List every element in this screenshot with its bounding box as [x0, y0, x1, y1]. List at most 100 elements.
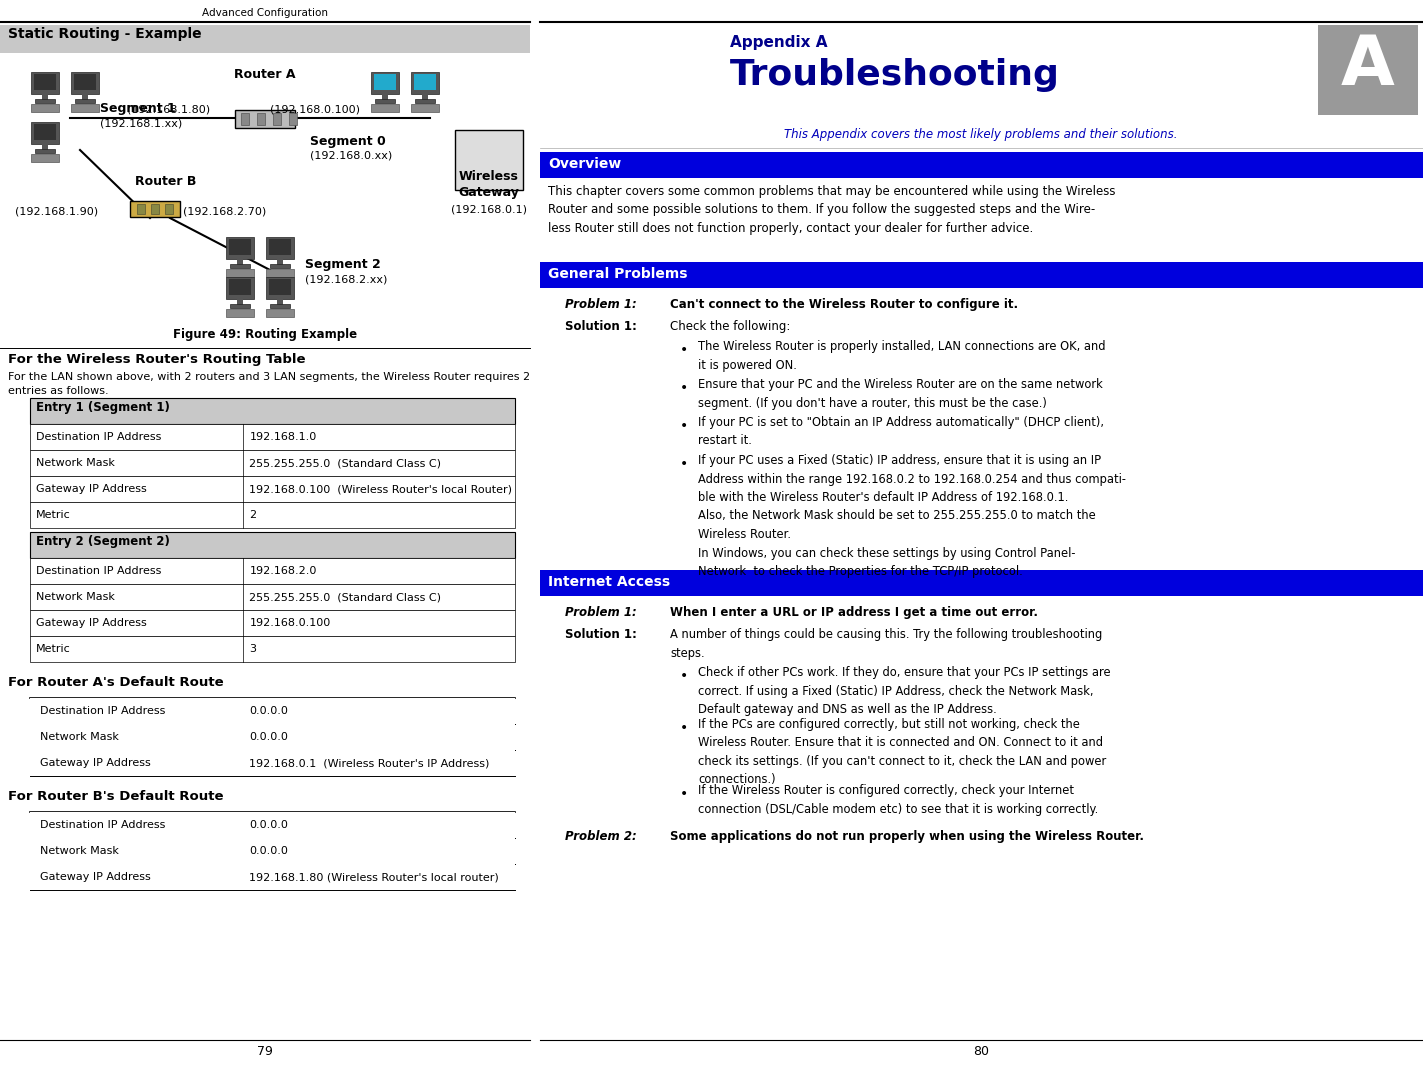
Text: A: A: [1340, 32, 1395, 100]
Bar: [269, 279, 290, 295]
Text: Solution 1:: Solution 1:: [565, 628, 638, 641]
Bar: [411, 104, 440, 112]
Text: 0.0.0.0: 0.0.0.0: [249, 706, 289, 716]
Text: If the PCs are configured correctly, but still not working, check the
Wireless R: If the PCs are configured correctly, but…: [699, 718, 1106, 786]
Text: Gateway IP Address: Gateway IP Address: [40, 758, 151, 768]
Text: Gateway IP Address: Gateway IP Address: [36, 618, 147, 628]
Bar: [31, 154, 58, 162]
Bar: [30, 450, 515, 476]
Text: 0.0.0.0: 0.0.0.0: [249, 820, 289, 830]
Text: 192.168.1.0: 192.168.1.0: [249, 432, 317, 442]
Text: 79: 79: [258, 1045, 273, 1058]
Text: •: •: [680, 381, 689, 395]
Text: Router B: Router B: [135, 175, 196, 188]
Text: Destination IP Address: Destination IP Address: [36, 432, 161, 442]
Text: Static Routing - Example: Static Routing - Example: [9, 27, 202, 41]
Text: This chapter covers some common problems that may be encountered while using the: This chapter covers some common problems…: [548, 185, 1116, 235]
Text: (192.168.0.xx): (192.168.0.xx): [310, 151, 393, 160]
Bar: [137, 204, 145, 214]
Bar: [273, 113, 280, 125]
Bar: [455, 129, 524, 190]
Text: Network Mask: Network Mask: [36, 592, 115, 602]
Bar: [266, 236, 295, 259]
Bar: [371, 72, 398, 94]
Bar: [266, 269, 295, 277]
Text: Segment 0: Segment 0: [310, 135, 386, 148]
Bar: [229, 279, 250, 295]
Text: (192.168.1.xx): (192.168.1.xx): [100, 118, 182, 128]
Text: •: •: [680, 788, 689, 801]
Text: 192.168.2.0: 192.168.2.0: [249, 566, 317, 576]
Bar: [0, 25, 529, 54]
Bar: [36, 100, 55, 103]
Bar: [226, 269, 253, 277]
Bar: [30, 750, 515, 776]
Bar: [151, 204, 159, 214]
Bar: [83, 94, 88, 100]
Text: For the LAN shown above, with 2 routers and 3 LAN segments, the Wireless Router : For the LAN shown above, with 2 routers …: [9, 372, 531, 396]
Bar: [34, 74, 55, 90]
Bar: [277, 299, 283, 305]
Bar: [269, 239, 290, 255]
Bar: [30, 636, 515, 662]
Text: Some applications do not run properly when using the Wireless Router.: Some applications do not run properly wh…: [670, 830, 1144, 843]
Text: Gateway IP Address: Gateway IP Address: [36, 484, 147, 494]
Text: If your PC is set to "Obtain an IP Address automatically" (DHCP client),
restart: If your PC is set to "Obtain an IP Addre…: [699, 416, 1104, 447]
Bar: [258, 113, 265, 125]
Text: Entry 2 (Segment 2): Entry 2 (Segment 2): [36, 535, 169, 548]
Text: •: •: [680, 419, 689, 433]
Bar: [270, 304, 290, 308]
Bar: [374, 74, 396, 90]
Text: Segment 2: Segment 2: [305, 258, 381, 271]
Bar: [30, 838, 515, 863]
Bar: [238, 299, 243, 305]
Text: 192.168.0.100: 192.168.0.100: [249, 618, 330, 628]
Text: Figure 49: Routing Example: Figure 49: Routing Example: [174, 328, 357, 341]
Text: Check if other PCs work. If they do, ensure that your PCs IP settings are
correc: Check if other PCs work. If they do, ens…: [699, 666, 1110, 716]
Bar: [31, 72, 58, 94]
Bar: [34, 124, 55, 140]
Bar: [289, 113, 297, 125]
Text: 3: 3: [249, 644, 256, 654]
Text: (192.168.1.90): (192.168.1.90): [16, 207, 98, 217]
Text: 0.0.0.0: 0.0.0.0: [249, 846, 289, 856]
Bar: [414, 74, 435, 90]
Text: •: •: [680, 343, 689, 357]
Text: Network Mask: Network Mask: [36, 458, 115, 468]
Text: If your PC uses a Fixed (Static) IP address, ensure that it is using an IP
Addre: If your PC uses a Fixed (Static) IP addr…: [699, 454, 1126, 578]
Text: Appendix A: Appendix A: [730, 35, 828, 50]
Text: 192.168.1.80 (Wireless Router's local router): 192.168.1.80 (Wireless Router's local ro…: [249, 872, 499, 882]
Text: (192.168.1.80): (192.168.1.80): [127, 105, 211, 114]
Bar: [240, 113, 249, 125]
Text: 255.255.255.0  (Standard Class C): 255.255.255.0 (Standard Class C): [249, 458, 441, 468]
Text: Can't connect to the Wireless Router to configure it.: Can't connect to the Wireless Router to …: [670, 299, 1017, 311]
Bar: [266, 277, 295, 299]
Bar: [376, 100, 396, 103]
Bar: [71, 72, 100, 94]
Text: 255.255.255.0  (Standard Class C): 255.255.255.0 (Standard Class C): [249, 592, 441, 602]
Text: Problem 2:: Problem 2:: [565, 830, 636, 843]
Text: Destination IP Address: Destination IP Address: [40, 820, 165, 830]
Text: Problem 1:: Problem 1:: [565, 606, 636, 620]
Bar: [235, 110, 295, 128]
Text: Destination IP Address: Destination IP Address: [36, 566, 161, 576]
Text: Gateway IP Address: Gateway IP Address: [40, 872, 151, 882]
Bar: [75, 100, 95, 103]
Bar: [411, 72, 440, 94]
Text: For Router A's Default Route: For Router A's Default Route: [9, 676, 223, 689]
Bar: [229, 239, 250, 255]
Bar: [30, 724, 515, 750]
Bar: [31, 104, 58, 112]
Bar: [539, 570, 1423, 596]
Text: 2: 2: [249, 510, 256, 520]
Bar: [423, 94, 428, 100]
Bar: [30, 476, 515, 502]
Bar: [30, 502, 515, 528]
Text: Network Mask: Network Mask: [40, 732, 120, 742]
Text: Overview: Overview: [548, 157, 622, 171]
Bar: [36, 149, 55, 153]
Text: Problem 1:: Problem 1:: [565, 299, 636, 311]
Bar: [266, 309, 295, 317]
Text: Troubleshooting: Troubleshooting: [730, 58, 1060, 92]
Bar: [165, 204, 174, 214]
